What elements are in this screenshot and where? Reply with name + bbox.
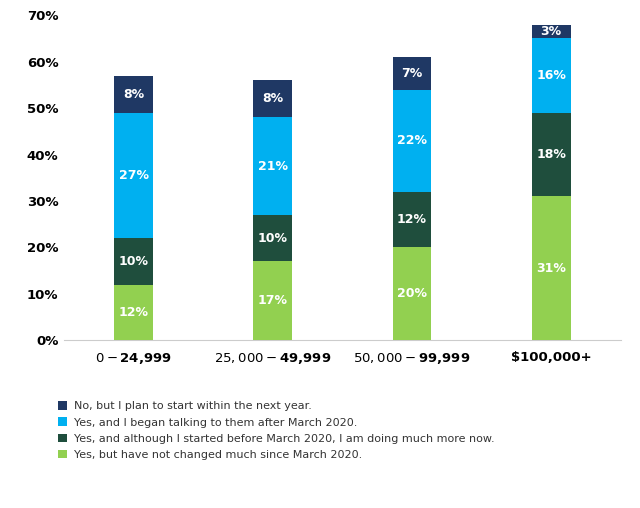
Text: 17%: 17%: [258, 294, 288, 307]
Text: 20%: 20%: [397, 288, 427, 300]
Text: 21%: 21%: [258, 160, 288, 173]
Text: 12%: 12%: [118, 306, 148, 319]
Text: 10%: 10%: [258, 232, 288, 245]
Bar: [532, 113, 571, 197]
Legend: No, but I plan to start within the next year., Yes, and I began talking to them : No, but I plan to start within the next …: [58, 401, 495, 460]
Bar: [532, 39, 571, 113]
Text: 18%: 18%: [536, 148, 566, 161]
Bar: [114, 238, 153, 284]
Bar: [114, 76, 153, 113]
Text: 8%: 8%: [123, 88, 144, 101]
Bar: [532, 24, 571, 39]
Text: 16%: 16%: [536, 69, 566, 82]
Bar: [392, 89, 431, 192]
Bar: [392, 247, 431, 340]
Text: 22%: 22%: [397, 134, 427, 147]
Text: 8%: 8%: [262, 92, 284, 105]
Bar: [114, 113, 153, 238]
Bar: [253, 117, 292, 215]
Bar: [114, 284, 153, 340]
Text: 12%: 12%: [397, 213, 427, 226]
Text: 3%: 3%: [541, 25, 562, 38]
Text: 27%: 27%: [118, 169, 148, 182]
Bar: [392, 192, 431, 247]
Bar: [532, 197, 571, 340]
Bar: [253, 262, 292, 340]
Text: 7%: 7%: [401, 67, 422, 80]
Text: 10%: 10%: [118, 255, 148, 268]
Bar: [392, 57, 431, 89]
Bar: [253, 80, 292, 117]
Text: 31%: 31%: [536, 262, 566, 275]
Bar: [253, 215, 292, 262]
